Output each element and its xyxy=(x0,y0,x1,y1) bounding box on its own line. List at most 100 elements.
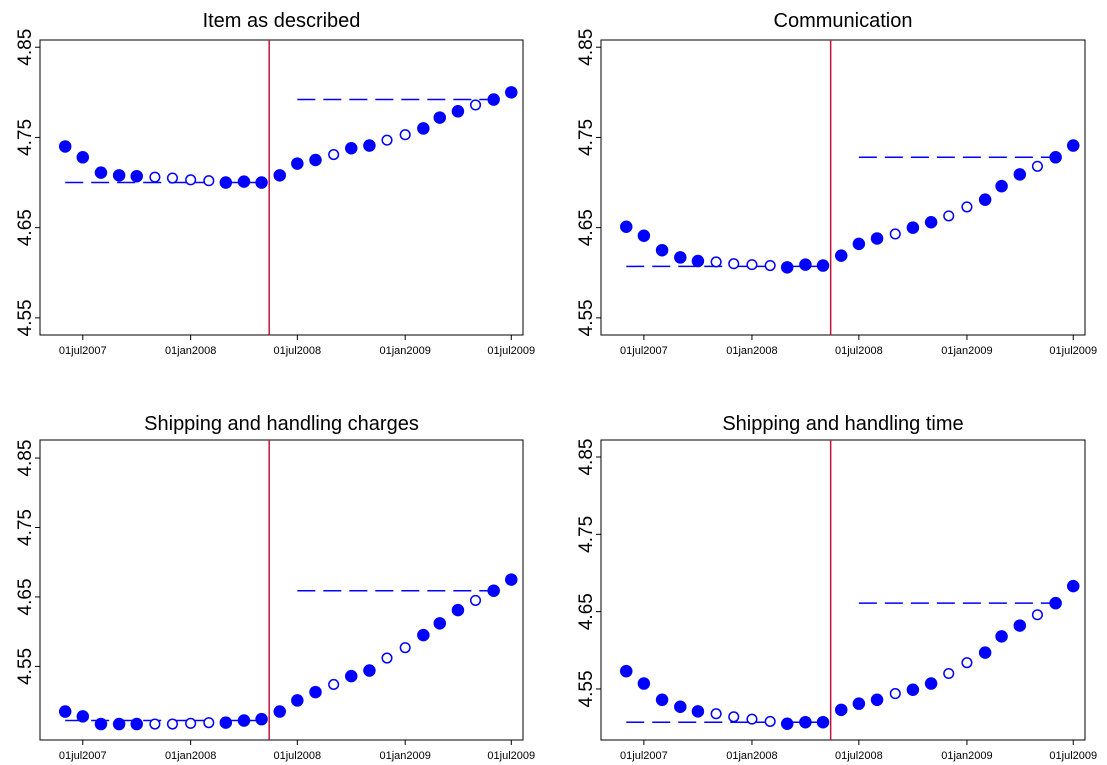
point xyxy=(924,215,938,229)
point xyxy=(345,142,358,155)
point xyxy=(255,712,268,726)
point xyxy=(130,717,143,731)
point xyxy=(746,713,758,725)
point xyxy=(728,258,740,270)
point xyxy=(870,232,884,245)
point xyxy=(363,664,376,677)
point xyxy=(219,176,233,189)
point xyxy=(130,169,143,183)
point xyxy=(345,669,358,683)
point xyxy=(58,705,72,718)
y-tick-label: 4.85 xyxy=(15,440,36,477)
point xyxy=(816,259,830,272)
point xyxy=(889,688,901,700)
point xyxy=(203,175,215,187)
point xyxy=(710,708,722,720)
point xyxy=(674,251,687,264)
y-tick-label: 4.55 xyxy=(576,670,597,707)
point xyxy=(906,683,920,696)
y-tick-label: 4.55 xyxy=(15,648,36,685)
point xyxy=(1013,619,1027,632)
panel-title: Shipping and handling charges xyxy=(144,413,419,435)
point xyxy=(328,678,340,690)
point xyxy=(870,693,884,707)
point xyxy=(363,139,376,152)
point xyxy=(799,715,812,729)
point xyxy=(995,179,1008,193)
point xyxy=(764,259,776,272)
point xyxy=(381,652,393,664)
point xyxy=(924,677,938,690)
point xyxy=(291,694,304,707)
point xyxy=(76,151,90,164)
y-tick-label: 4.75 xyxy=(576,119,597,156)
point xyxy=(852,237,866,251)
point xyxy=(487,93,500,106)
point xyxy=(433,111,447,124)
x-tick-label: 01jan2008 xyxy=(726,345,777,357)
point xyxy=(637,677,651,690)
panel-title: Shipping and handling time xyxy=(722,413,963,435)
x-tick-label: 01jan2009 xyxy=(379,750,430,762)
x-tick-label: 01jan2009 xyxy=(941,345,992,357)
x-tick-label: 01jul2008 xyxy=(273,345,321,357)
point xyxy=(94,166,108,179)
point xyxy=(764,715,776,727)
point xyxy=(1067,579,1080,593)
x-tick-label: 01jul2009 xyxy=(1049,345,1097,357)
y-tick-label: 4.75 xyxy=(576,516,597,553)
panel-title: Communication xyxy=(774,10,913,32)
point xyxy=(1049,151,1062,164)
point xyxy=(978,193,992,206)
x-tick-label: 01jan2008 xyxy=(726,750,777,762)
point xyxy=(1031,160,1043,172)
point xyxy=(381,134,393,146)
x-tick-label: 01jul2007 xyxy=(59,345,107,357)
point xyxy=(943,210,955,222)
point xyxy=(451,105,465,118)
point xyxy=(799,258,812,271)
point xyxy=(417,122,430,135)
point xyxy=(961,657,973,669)
point xyxy=(674,700,687,714)
plot-frame xyxy=(600,39,1086,336)
point xyxy=(149,718,161,730)
point xyxy=(399,642,411,654)
point xyxy=(112,717,126,731)
x-tick-label: 01jul2008 xyxy=(273,750,321,762)
point xyxy=(469,594,482,606)
point xyxy=(273,705,286,718)
y-tick-label: 4.65 xyxy=(15,578,36,615)
x-tick-label: 01jul2009 xyxy=(1049,750,1097,762)
point xyxy=(780,717,794,731)
x-tick-label: 01jan2009 xyxy=(941,750,992,762)
point xyxy=(469,99,482,111)
y-tick-label: 4.85 xyxy=(576,439,597,476)
point xyxy=(273,169,286,182)
point xyxy=(961,201,973,213)
point xyxy=(203,717,215,729)
point xyxy=(834,249,848,262)
point xyxy=(655,693,669,707)
point xyxy=(889,228,901,240)
point xyxy=(149,171,161,183)
point xyxy=(505,573,518,586)
x-tick-label: 01jul2008 xyxy=(835,345,883,357)
point xyxy=(995,630,1008,643)
x-tick-label: 01jan2008 xyxy=(165,345,216,357)
x-tick-label: 01jul2007 xyxy=(620,750,668,762)
y-tick-label: 4.55 xyxy=(15,299,36,336)
point xyxy=(487,584,500,597)
x-tick-label: 01jul2007 xyxy=(59,750,107,762)
y-tick-label: 4.75 xyxy=(15,509,36,546)
y-tick-label: 4.55 xyxy=(576,299,597,336)
point xyxy=(780,261,794,274)
x-tick-label: 01jul2008 xyxy=(835,750,883,762)
y-tick-label: 4.65 xyxy=(15,209,36,246)
plot-frame xyxy=(39,39,524,336)
x-tick-label: 01jul2009 xyxy=(487,345,535,357)
point xyxy=(834,703,848,717)
point xyxy=(328,149,340,161)
point xyxy=(58,140,72,153)
